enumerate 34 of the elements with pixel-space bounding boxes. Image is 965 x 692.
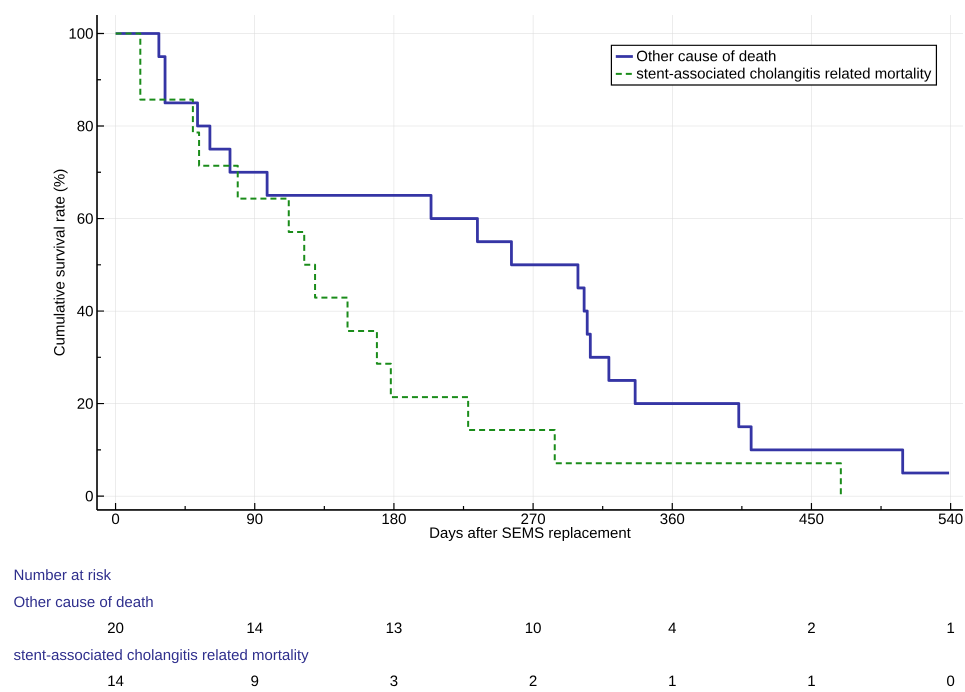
legend-label: Other cause of death — [636, 50, 776, 62]
text: 13 — [386, 622, 402, 634]
y-tick-label: 20 — [78, 398, 93, 409]
legend-label: stent-associated cholangitis related mortality — [636, 68, 932, 82]
x-tick-label: 270 — [521, 514, 546, 524]
text: 3 — [390, 676, 398, 686]
y-tick-label: 0 — [86, 490, 93, 502]
x-tick-label: 540 — [938, 514, 963, 524]
x-tick-label: 180 — [382, 514, 406, 524]
text: 4 — [668, 622, 676, 633]
x-tick-label: 90 — [247, 514, 262, 524]
y-tick-label: 80 — [77, 120, 93, 132]
text: stent-associated cholangitis related mortality — [14, 649, 309, 664]
y-tick-label: 100 — [70, 28, 93, 39]
text: 2 — [530, 676, 537, 686]
x-tick-label: 450 — [799, 514, 824, 524]
y-tick-label: 40 — [77, 306, 93, 316]
y-tick-label: 60 — [78, 213, 93, 224]
text: 20 — [108, 622, 124, 634]
text: 0 — [947, 676, 954, 686]
text: 2 — [808, 622, 815, 633]
y-axis-title: Cumulative survival rate (%) — [54, 170, 68, 356]
text: 1 — [948, 622, 954, 633]
text: Number at risk — [14, 569, 112, 580]
text: 1 — [669, 676, 676, 686]
x-axis-title: Days after SEMS replacement — [430, 527, 631, 541]
x-tick-label: 360 — [660, 514, 684, 524]
text: 14 — [248, 622, 263, 633]
text: 10 — [526, 622, 541, 634]
text: Other cause of death — [14, 596, 153, 608]
text: 9 — [251, 676, 258, 686]
text: 1 — [808, 676, 815, 686]
text: 14 — [108, 676, 124, 686]
x-tick-label: 0 — [112, 514, 120, 524]
